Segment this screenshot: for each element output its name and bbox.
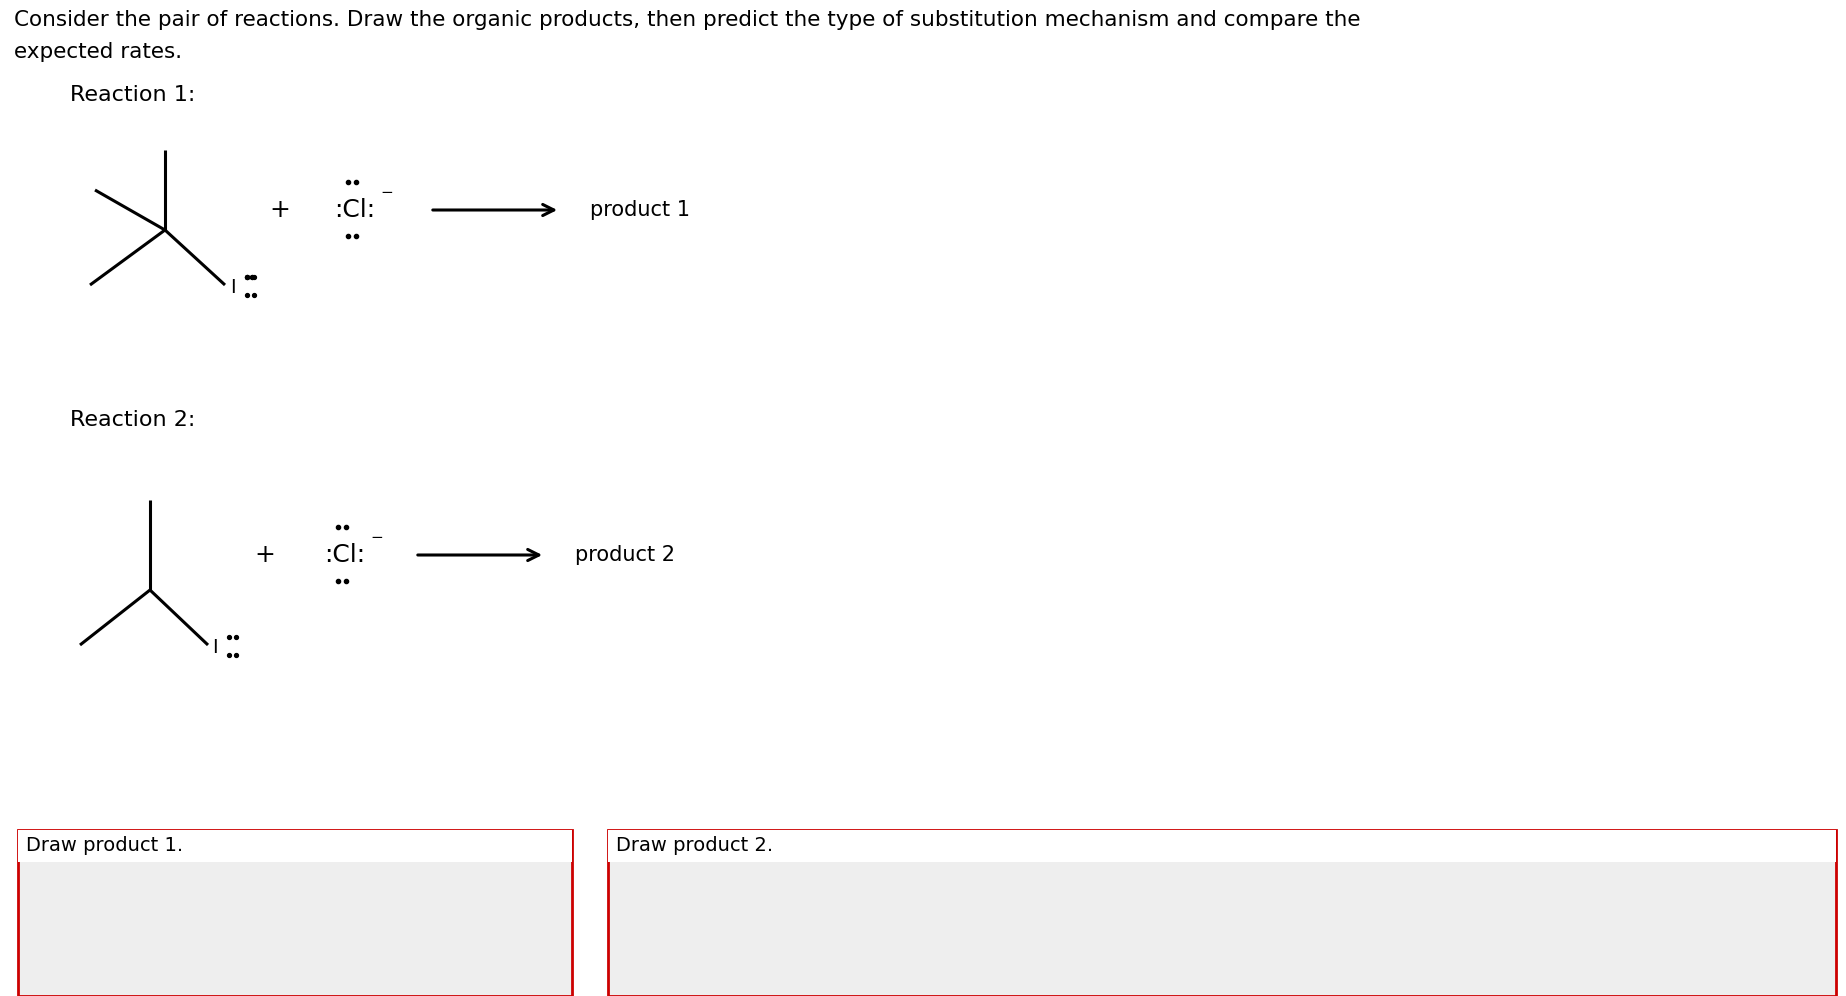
Text: Consider the pair of reactions. Draw the organic products, then predict the type: Consider the pair of reactions. Draw the…: [15, 10, 1361, 30]
Text: :Cl:: :Cl:: [334, 198, 375, 222]
Text: :Cl:: :Cl:: [325, 543, 366, 567]
Text: Draw product 2.: Draw product 2.: [617, 836, 773, 855]
Text: −: −: [380, 184, 393, 199]
Bar: [607, 830, 1837, 862]
Text: expected rates.: expected rates.: [15, 42, 183, 62]
Text: −: −: [371, 530, 384, 545]
Text: Reaction 2:: Reaction 2:: [70, 410, 196, 430]
Text: I: I: [212, 637, 218, 656]
Text: product 2: product 2: [574, 545, 676, 565]
Text: product 1: product 1: [591, 200, 690, 220]
Bar: [607, 830, 1837, 996]
Text: Draw product 1.: Draw product 1.: [26, 836, 183, 855]
Text: I: I: [231, 278, 236, 297]
Text: +: +: [270, 198, 290, 222]
Text: +: +: [255, 543, 275, 567]
Bar: [18, 830, 572, 862]
Text: Reaction 1:: Reaction 1:: [70, 85, 196, 105]
Bar: [18, 830, 572, 996]
